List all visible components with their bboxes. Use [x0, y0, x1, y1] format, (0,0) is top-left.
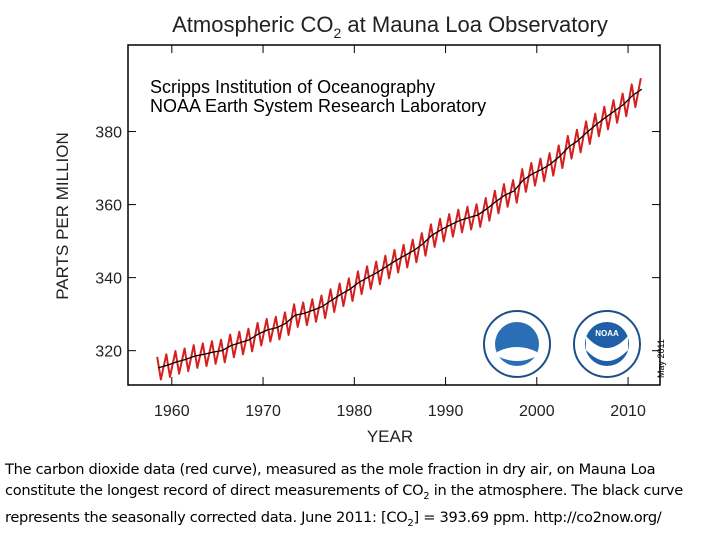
y-axis-label: PARTS PER MILLION	[53, 132, 72, 300]
caption-text: in the atmosphere. The black curve repre…	[5, 482, 683, 526]
title-part: at Mauna Loa Observatory	[341, 12, 608, 37]
y-tick-label: 380	[95, 125, 122, 142]
annotation: May 2011	[656, 339, 666, 378]
caption-subscript: 2	[407, 517, 414, 529]
chart: Atmospheric CO2 at Mauna Loa Observatory…	[53, 12, 666, 446]
x-tick-label: 1990	[428, 403, 464, 420]
title-subscript: 2	[334, 25, 342, 41]
caption-subscript: 2	[423, 490, 430, 502]
y-tick-label: 360	[95, 198, 122, 215]
chart-title: Atmospheric CO2 at Mauna Loa Observatory	[172, 12, 608, 41]
svg-text:NOAA: NOAA	[595, 329, 619, 338]
x-axis-label: YEAR	[367, 427, 413, 446]
scripps-logo	[483, 310, 551, 378]
x-tick-label: 1960	[154, 403, 190, 420]
caption-text: ] = 393.69 ppm. http://co2now.org/	[413, 508, 662, 526]
x-tick-label: 2010	[610, 403, 646, 420]
y-tick-label: 340	[95, 271, 122, 288]
x-tick-label: 1980	[337, 403, 373, 420]
data-line	[157, 88, 643, 369]
y-tick-label: 320	[95, 344, 122, 361]
title-part: Atmospheric CO	[172, 12, 333, 37]
annotation: NOAA Earth System Research Laboratory	[150, 96, 486, 116]
annotation: Scripps Institution of Oceanography	[150, 77, 435, 97]
plot-frame	[127, 44, 661, 386]
x-tick-label: 1970	[245, 403, 281, 420]
x-tick-label: 2000	[519, 403, 555, 420]
caption-text: The carbon dioxide data (red curve), mea…	[5, 461, 656, 499]
noaa-logo: NOAA	[573, 310, 641, 378]
data-line	[156, 78, 642, 381]
caption: The carbon dioxide data (red curve), mea…	[5, 459, 717, 534]
